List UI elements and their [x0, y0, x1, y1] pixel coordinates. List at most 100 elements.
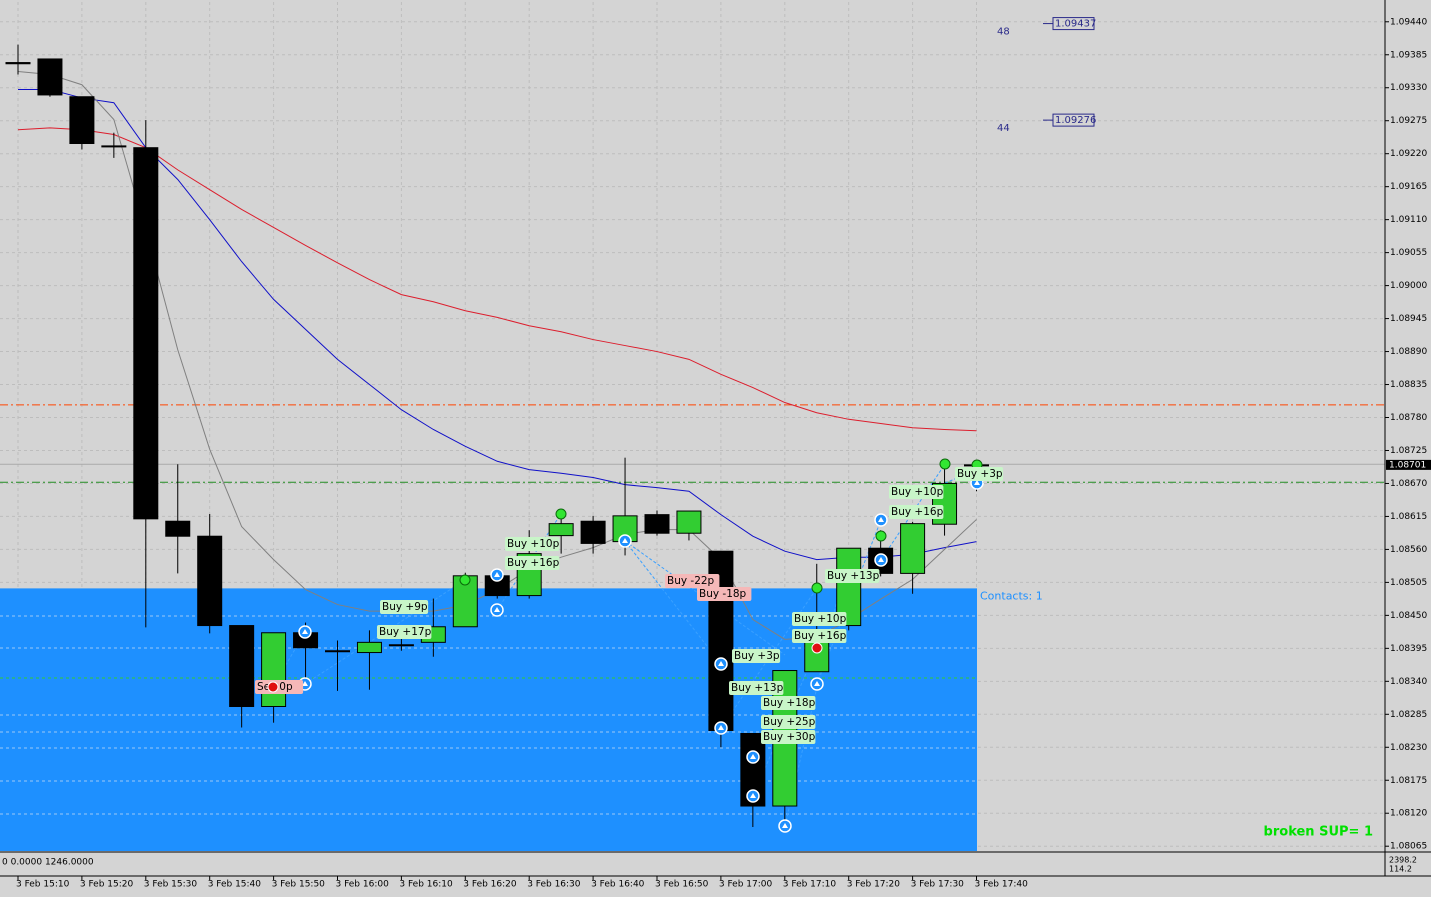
trade-label: Buy +3p	[957, 468, 1003, 480]
trade-label: Buy +10p	[507, 538, 560, 550]
y-tick-label: 1.08175	[1390, 776, 1427, 786]
sell-marker	[811, 642, 823, 654]
x-tick-label: 3 Feb 15:30	[144, 880, 198, 890]
candle-body	[740, 732, 766, 807]
trade-label-box	[732, 649, 781, 663]
trade-label: Buy +18p	[763, 697, 816, 709]
y-tick-label: 1.08835	[1390, 380, 1427, 390]
trade-label: Buy +16p	[794, 630, 847, 642]
candle-body	[388, 644, 414, 647]
trade-label: Buy +25p	[763, 716, 816, 728]
y-tick-label: 1.09440	[1390, 17, 1427, 27]
trade-label-box	[889, 505, 944, 519]
trade-connector	[624, 540, 786, 656]
trade-label: Buy +30p	[763, 731, 816, 743]
trade-marker-arrow	[302, 681, 308, 686]
current-price-label: 1.08701	[1389, 460, 1426, 470]
moving-average-line	[18, 89, 977, 561]
level-count: 48	[997, 27, 1010, 38]
trade-label-box	[761, 715, 816, 729]
x-tick-label: 3 Feb 15:50	[272, 880, 326, 890]
trade-label-box	[255, 680, 304, 694]
exit-marker	[555, 508, 567, 520]
x-tick-label: 3 Feb 17:10	[783, 880, 837, 890]
x-tick-label: 3 Feb 16:20	[463, 880, 517, 890]
x-tick-label: 3 Feb 16:30	[527, 880, 581, 890]
trade-label: Buy +10p	[891, 486, 944, 498]
candle-body	[165, 520, 191, 537]
y-tick-label: 1.09055	[1390, 248, 1427, 258]
candle-body	[644, 514, 670, 534]
indicator-axis-label: 114.2	[1389, 865, 1412, 874]
candle-body	[452, 575, 478, 628]
exit-marker	[459, 574, 471, 586]
y-tick-label: 1.08340	[1390, 677, 1427, 687]
trade-label-box	[792, 612, 847, 626]
indicator-axis-label: 2398.2	[1389, 856, 1417, 865]
level-count: 44	[997, 123, 1010, 134]
trade-connector	[816, 519, 882, 685]
trade-label-box	[665, 574, 720, 588]
level-box	[1052, 113, 1095, 127]
x-tick-label: 3 Feb 15:40	[208, 880, 262, 890]
x-tick-label: 3 Feb 15:10	[16, 880, 70, 890]
trade-label: Buy +16p	[891, 506, 944, 518]
candle-body	[229, 625, 255, 708]
trade-label-box	[955, 467, 1004, 481]
trade-label: Buy +10p	[794, 613, 847, 625]
y-tick-label: 1.08890	[1390, 347, 1427, 357]
candle-body	[37, 58, 63, 96]
candle-body	[325, 650, 350, 653]
y-tick-label: 1.08285	[1390, 710, 1427, 720]
trade-marker-arrow	[494, 572, 500, 577]
trade-label-box	[377, 625, 432, 639]
trade-marker-arrow	[814, 681, 820, 686]
trade-label: Buy +13p	[827, 570, 880, 582]
support-zone	[0, 588, 977, 851]
level-box	[1052, 17, 1095, 31]
x-tick-label: 3 Feb 17:00	[719, 880, 773, 890]
sell-marker	[267, 681, 279, 693]
trade-label-box	[380, 600, 429, 614]
trade-label: Buy +13p	[731, 682, 784, 694]
candle-body	[261, 632, 287, 708]
trade-marker-arrow	[878, 557, 884, 562]
y-tick-label: 1.08395	[1390, 644, 1427, 654]
trade-marker-arrow	[622, 538, 628, 543]
trade-label-box	[505, 537, 560, 551]
exit-marker	[875, 530, 887, 542]
trade-marker-arrow	[750, 793, 756, 798]
candle-body	[548, 523, 574, 537]
exit-marker	[811, 582, 823, 594]
y-tick-label: 1.09330	[1390, 83, 1427, 93]
y-tick-label: 1.09165	[1390, 182, 1427, 192]
trade-label: Buy +16p	[507, 557, 560, 569]
y-tick-label: 1.08725	[1390, 446, 1427, 456]
current-price-tag	[1386, 459, 1431, 470]
candle-body	[580, 520, 606, 544]
candle-body	[900, 523, 926, 574]
indicator-text: 0 0.0000 1246.0000	[2, 858, 94, 868]
y-tick-label: 1.08230	[1390, 743, 1427, 753]
candle-body	[69, 96, 95, 144]
y-tick-label: 1.08670	[1390, 479, 1427, 489]
candle-body	[5, 62, 31, 65]
level-price: 1.09276	[1055, 115, 1096, 126]
x-tick-label: 3 Feb 16:50	[655, 880, 709, 890]
trade-marker-arrow	[494, 607, 500, 612]
y-tick-label: 1.09385	[1390, 50, 1427, 60]
trade-label: Buy +17p	[379, 626, 432, 638]
trade-marker-arrow	[750, 754, 756, 759]
trade-label: Buy +3p	[734, 650, 780, 662]
trade-marker-arrow	[782, 823, 788, 828]
trade-label-box	[889, 485, 944, 499]
trade-marker-arrow	[718, 725, 724, 730]
x-tick-label: 3 Feb 16:40	[591, 880, 645, 890]
trade-label: Buy -22p	[667, 575, 715, 587]
x-tick-label: 3 Feb 16:10	[399, 880, 453, 890]
trade-label-box	[792, 629, 847, 643]
trade-marker-arrow	[718, 661, 724, 666]
